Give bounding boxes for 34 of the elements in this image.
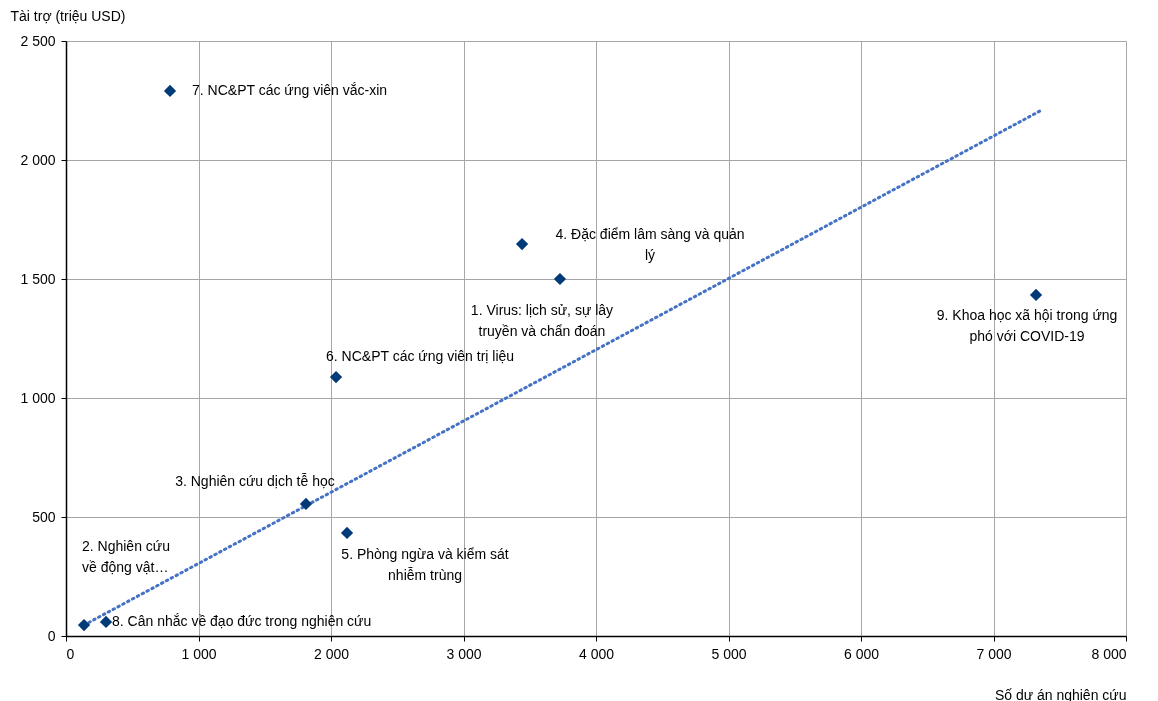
point: [515, 237, 529, 251]
point: [77, 618, 91, 632]
x-tick-label: 3 000: [446, 645, 482, 662]
point: [99, 615, 113, 629]
annotation: 3. Nghiên cứu dịch tễ học: [175, 472, 335, 489]
x-tick-label: 0: [66, 645, 75, 662]
point: [553, 272, 567, 286]
y-tick-label: 1 500: [20, 270, 56, 287]
annotation: 5. Phòng ngừa và kiểm sát nhiễm trùng: [341, 545, 509, 583]
point: [340, 526, 354, 540]
x-tick-label: 4 000: [578, 645, 615, 662]
y-tick-label: 1 000: [20, 389, 56, 406]
annotation: 7. NC&PT các ứng viên vắc-xin: [192, 81, 388, 98]
annotation: 1. Virus: lịch sử, sự lây truyền và chẩn đoán: [470, 302, 614, 339]
annotation: 9. Khoa học xã hội trong ứng phó với COVID-19: [936, 306, 1118, 344]
annotation: 4. Đặc điểm lâm sàng và quản lý: [555, 226, 745, 264]
y-tick-label: 2 500: [20, 32, 56, 49]
x-tick-label: 7 000: [976, 645, 1012, 662]
point: [299, 497, 313, 511]
x-tick-label: 5 000: [711, 645, 747, 662]
y-tick-label: 2 000: [20, 151, 56, 168]
y-tick-label: 500: [32, 508, 56, 525]
x-tick-label: 8 000: [1091, 645, 1127, 662]
x-tick-label: 6 000: [843, 645, 880, 662]
annotation: 8. Cân nhắc về đạo đức trong nghiên cứu: [112, 612, 372, 629]
point: [1029, 288, 1043, 302]
y-tick-label: 0: [47, 627, 56, 644]
annotation: 2. Nghiên cứu về động vật…: [82, 538, 170, 575]
point: [329, 370, 343, 384]
x-tick-label: 2 000: [313, 645, 350, 662]
annotation: 6. NC&PT các ứng viên trị liệu: [326, 348, 515, 365]
y-axis-title: Tài trợ (triệu USD): [10, 7, 126, 24]
x-tick-label: 1 000: [181, 645, 217, 662]
point: [163, 84, 177, 98]
